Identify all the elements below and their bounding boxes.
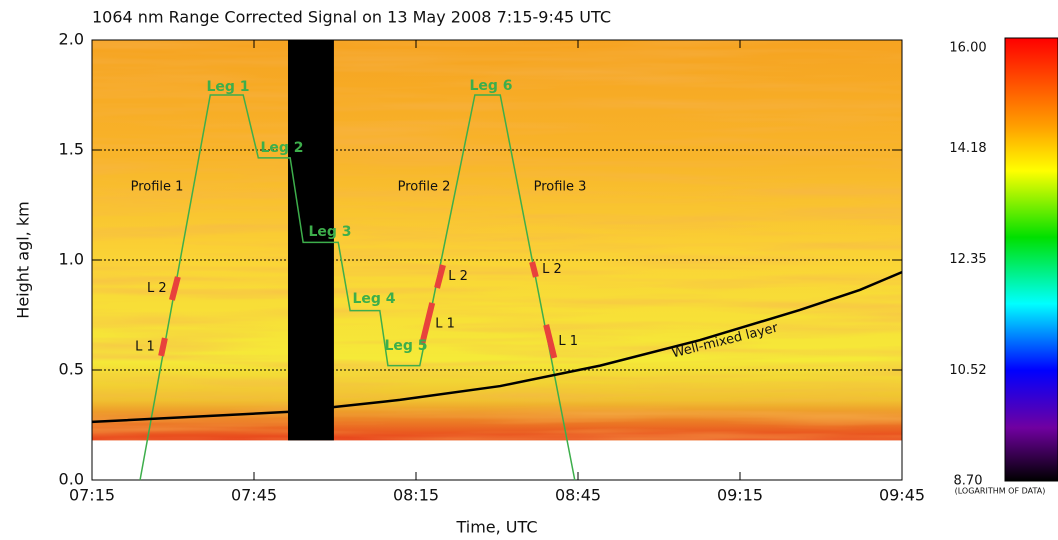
x-tick-label: 08:15	[393, 486, 439, 505]
y-tick-label: 0.5	[59, 360, 84, 379]
data-gap	[288, 40, 334, 441]
y-tick-label: 1.5	[59, 140, 84, 159]
colorbar-tick-label: 12.35	[949, 252, 986, 267]
x-tick-label: 07:15	[69, 486, 115, 505]
annotation: Profile 3	[534, 180, 587, 195]
annotation: Profile 2	[398, 180, 451, 195]
annotation: Leg 5	[384, 338, 427, 354]
annotation: Leg 6	[469, 78, 512, 94]
annotation: Leg 2	[260, 140, 303, 156]
x-tick-label: 09:45	[879, 486, 925, 505]
profile-marker	[543, 324, 558, 359]
profile-marker	[169, 276, 181, 301]
annotation: Leg 3	[308, 224, 351, 240]
x-tick-label: 07:45	[231, 486, 277, 505]
marker-label: L 2	[448, 269, 468, 284]
colorbar-tick-label: 16.00	[949, 41, 986, 56]
colorbar-label: (LOGARITHM OF DATA)	[955, 487, 1046, 496]
chart-title: 1064 nm Range Corrected Signal on 13 May…	[92, 8, 611, 27]
x-tick-label: 08:45	[555, 486, 601, 505]
y-tick-label: 1.0	[59, 250, 84, 269]
profile-marker	[158, 337, 168, 357]
colorbar-tick-label: 8.70	[954, 474, 983, 489]
annotation: Leg 4	[352, 291, 395, 307]
y-axis-label: Height agl, km	[14, 201, 33, 318]
annotation: Leg 1	[206, 79, 249, 95]
plot-frame	[91, 39, 903, 481]
series-line	[91, 270, 903, 424]
y-tick-label: 2.0	[59, 30, 84, 49]
marker-label: L 2	[147, 281, 167, 296]
colorbar	[1004, 37, 1058, 482]
colorbar-tick-label: 14.18	[949, 141, 986, 156]
marker-label: L 1	[558, 334, 578, 349]
signal-texture	[92, 40, 902, 441]
profile-marker	[434, 264, 446, 289]
marker-label: L 2	[542, 262, 562, 277]
marker-label: L 1	[435, 316, 455, 331]
y-tick-label: 0.0	[59, 470, 84, 489]
annotation: Profile 1	[131, 180, 184, 195]
marker-label: L 1	[135, 340, 155, 355]
profile-marker	[419, 302, 436, 346]
profile-marker	[529, 261, 539, 278]
colorbar-tick-label: 10.52	[949, 363, 986, 378]
x-tick-label: 09:15	[717, 486, 763, 505]
x-axis-label: Time, UTC	[455, 518, 537, 537]
series-line	[139, 94, 576, 481]
